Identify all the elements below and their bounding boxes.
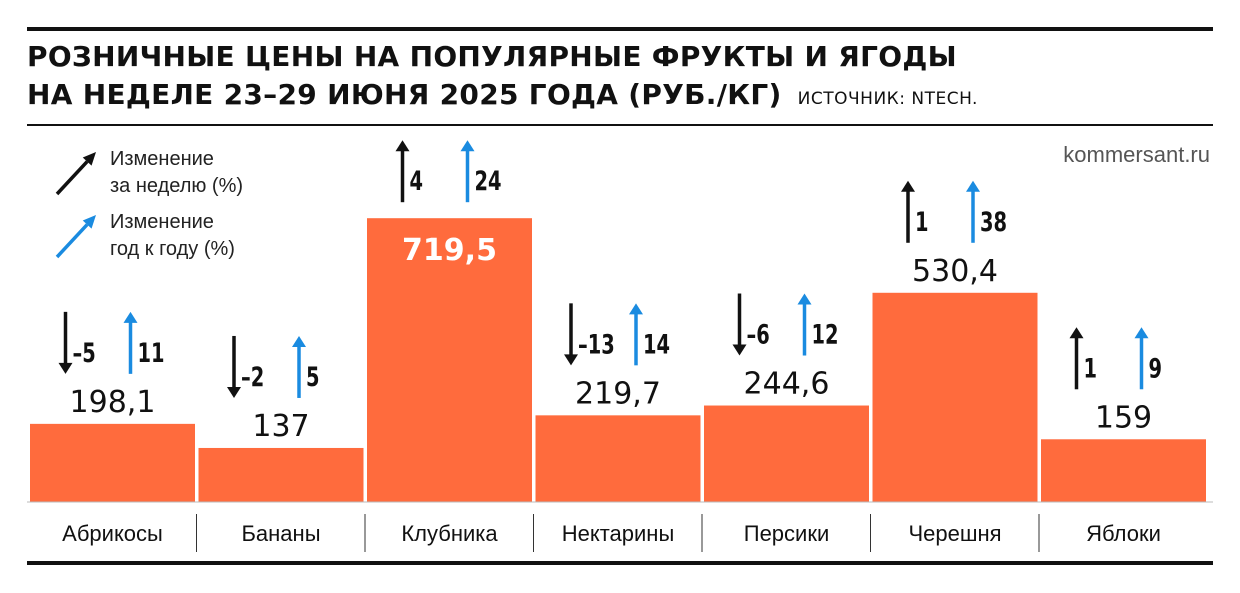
top-rule [27, 27, 1213, 31]
yearly-arrow-3-head [629, 303, 643, 315]
weekly-change-label-4: –6 [747, 318, 770, 350]
bar-1 [198, 447, 364, 502]
source-label: ИСТОЧНИК: NTECH. [797, 89, 978, 109]
category-label-5: Черешня [908, 521, 1001, 546]
weekly-change-label-6: 1 [1084, 352, 1098, 384]
bar-6 [1041, 439, 1206, 502]
yearly-change-label-1: 5 [306, 361, 320, 393]
category-label-6: Яблоки [1086, 521, 1161, 546]
value-label-3: 219,7 [575, 376, 661, 411]
bar-2 [367, 218, 532, 503]
yearly-change-label-6: 9 [1149, 352, 1163, 384]
chart-title-line1: РОЗНИЧНЫЕ ЦЕНЫ НА ПОПУЛЯРНЫЕ ФРУКТЫ И ЯГ… [27, 40, 957, 73]
category-label-1: Бананы [241, 521, 320, 546]
weekly-change-label-2: 4 [410, 165, 424, 197]
yearly-change-label-2: 24 [475, 165, 502, 197]
category-label-4: Персики [744, 521, 830, 546]
yearly-arrow-1-head [292, 335, 306, 347]
yearly-change-label-0: 11 [138, 337, 165, 369]
weekly-arrow-0-head [58, 362, 73, 374]
bar-4 [704, 405, 869, 502]
yearly-arrow-4-head [797, 293, 812, 305]
weekly-arrow-4-head [732, 344, 747, 356]
bar-5 [872, 292, 1038, 502]
weekly-change-label-0: –5 [73, 337, 96, 369]
weekly-arrow-3-head [564, 354, 578, 366]
yearly-change-label-4: 12 [812, 318, 839, 350]
bar-3 [535, 415, 701, 502]
value-label-4: 244,6 [744, 367, 830, 402]
yearly-arrow-0-head [123, 311, 138, 323]
chart-title-line2: НА НЕДЕЛЕ 23–29 ИЮНЯ 2025 ГОДА (РУБ./КГ)… [27, 78, 978, 111]
category-label-0: Абрикосы [62, 521, 163, 546]
header-rule [27, 124, 1213, 126]
bottom-rule [27, 561, 1213, 565]
weekly-arrow-5-head [901, 180, 915, 192]
legend-yearly-arrow-head [82, 215, 96, 229]
bar-0 [30, 423, 195, 502]
weekly-arrow-2-head [395, 140, 410, 152]
site-label: kommersant.ru [1063, 142, 1210, 167]
value-label-1: 137 [252, 409, 309, 444]
legend-yearly-label-line2: год к году (%) [110, 238, 235, 260]
chart-title-line2-text: НА НЕДЕЛЕ 23–29 ИЮНЯ 2025 ГОДА (РУБ./КГ) [27, 78, 782, 111]
weekly-change-label-3: –13 [578, 328, 615, 360]
legend-yearly-arrow-shaft [55, 223, 89, 259]
legend-weekly-arrow-shaft [55, 160, 89, 196]
value-label-6: 159 [1095, 400, 1152, 435]
weekly-arrow-6-head [1069, 327, 1084, 339]
value-label-2: 719,5 [402, 233, 497, 268]
weekly-change-label-5: 1 [915, 206, 929, 238]
yearly-arrow-6-head [1134, 327, 1149, 339]
legend-weekly-arrow-head [82, 152, 96, 166]
legend-weekly-label-line2: за неделю (%) [110, 175, 243, 197]
value-label-0: 198,1 [70, 385, 156, 420]
legend-weekly-label-line1: Изменение [110, 148, 214, 170]
category-label-3: Нектарины [562, 521, 675, 546]
yearly-change-label-5: 38 [980, 206, 1007, 238]
value-label-5: 530,4 [912, 254, 998, 289]
yearly-change-label-3: 14 [643, 328, 670, 360]
legend-yearly-label-line1: Изменение [110, 211, 214, 233]
yearly-arrow-2-head [460, 140, 475, 152]
yearly-arrow-5-head [966, 180, 980, 192]
category-label-2: Клубника [401, 521, 498, 546]
weekly-change-label-1: –2 [241, 361, 264, 393]
weekly-arrow-1-head [227, 386, 241, 398]
